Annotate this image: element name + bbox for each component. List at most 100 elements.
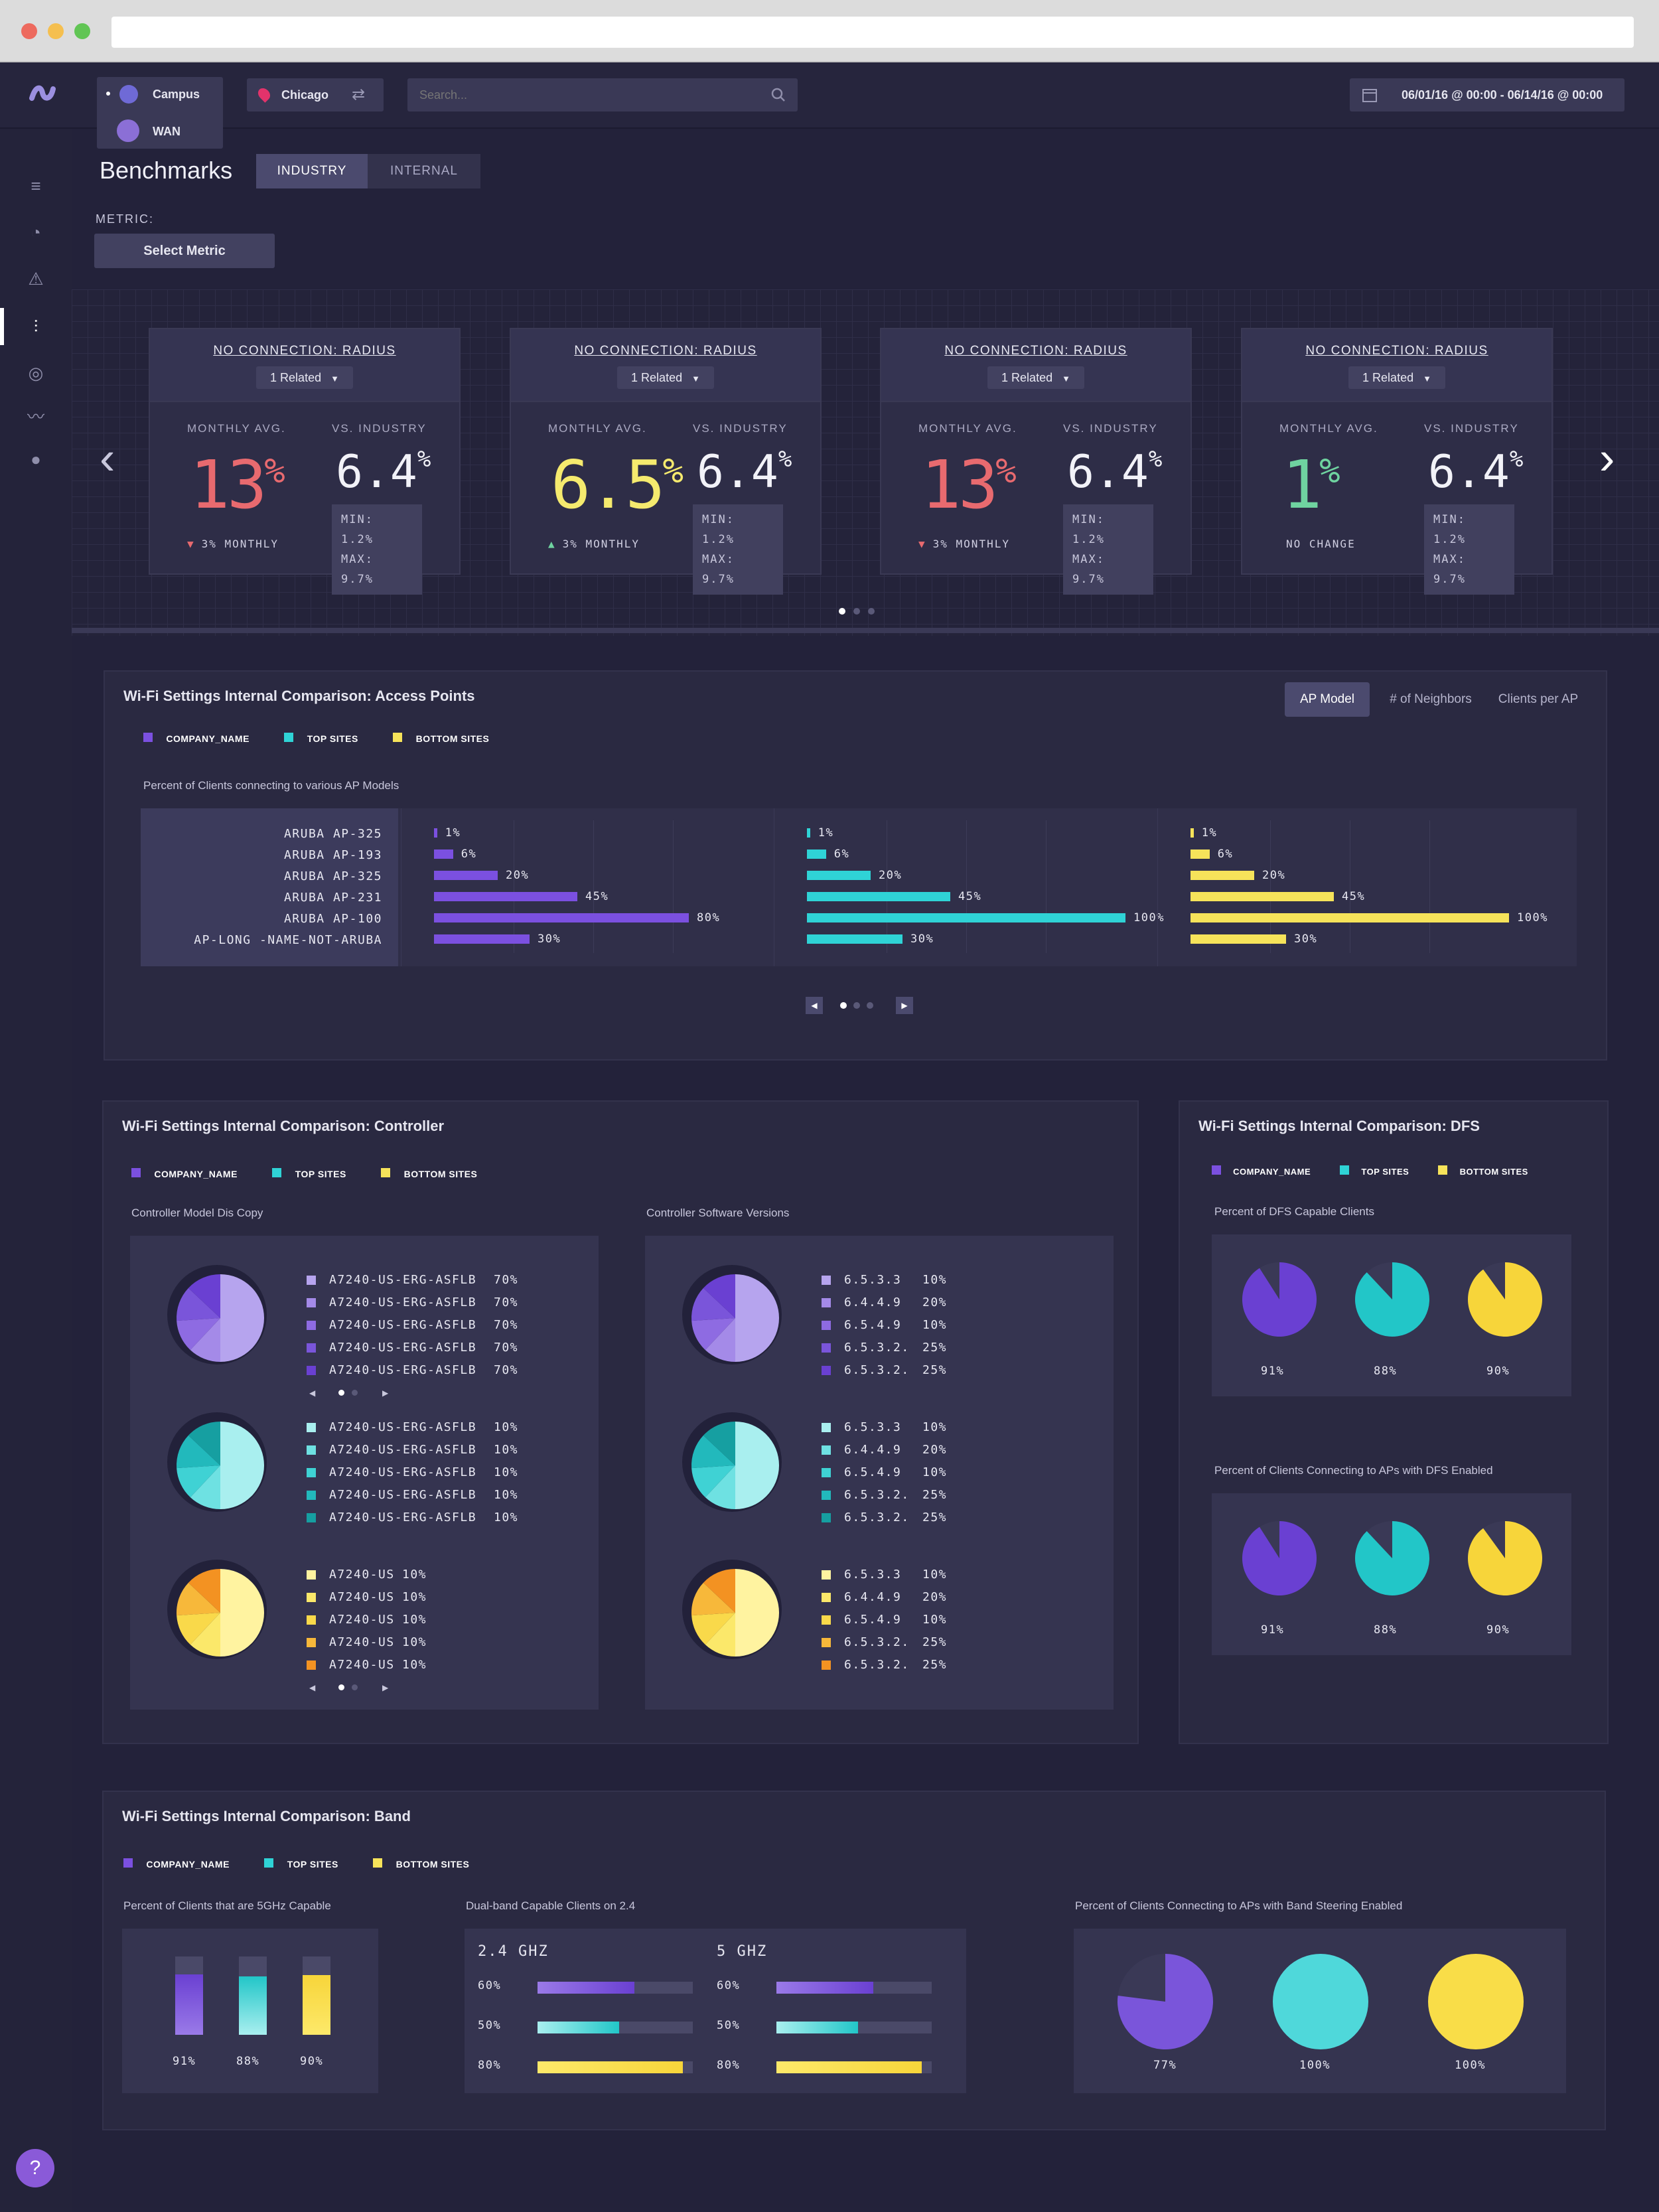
card-title[interactable]: NO CONNECTION: RADIUS [1305, 344, 1488, 358]
band-dual-panel: 2.4 GHZ 5 GHZ 60% 50% 80% 60% 50% 80% [465, 1929, 966, 2093]
dfs-section: Wi-Fi Settings Internal Comparison: DFS … [1179, 1100, 1609, 1744]
legend-top: TOP SITES [307, 733, 358, 744]
tab-clients-per-ap[interactable]: Clients per AP [1498, 692, 1579, 706]
legend-swatch [307, 1513, 316, 1522]
percent-sign: % [264, 451, 285, 491]
scope-item-campus[interactable]: Campus [153, 88, 200, 101]
pager-prev-icon[interactable]: ◀ [309, 1683, 316, 1692]
pager-next-icon[interactable]: ▶ [382, 1683, 389, 1692]
maximize-window-icon[interactable] [74, 23, 90, 39]
ap-bar-label: 45% [1342, 890, 1366, 903]
calendar-icon [1362, 89, 1377, 102]
card-title[interactable]: NO CONNECTION: RADIUS [213, 344, 396, 358]
ap-page-dot[interactable] [867, 1002, 873, 1009]
ap-next-button[interactable]: ▶ [896, 997, 913, 1014]
dual-bar [776, 2022, 858, 2033]
dfs-pie [1242, 1521, 1317, 1595]
sidebar-alert-icon[interactable]: ⚠ [28, 269, 44, 289]
help-icon[interactable]: ? [16, 2149, 54, 2187]
pager-next-icon[interactable]: ▶ [382, 1388, 389, 1398]
search-icon[interactable] [771, 88, 786, 102]
sidebar-trends-icon[interactable]: 〰 [27, 407, 44, 427]
controller-item-label: 6.4.4.9 [844, 1295, 902, 1309]
search-input[interactable] [407, 78, 766, 111]
pager-dot[interactable] [352, 1684, 358, 1690]
date-range-picker[interactable]: 06/01/16 @ 00:00 - 06/14/16 @ 00:00 [1350, 78, 1624, 111]
pie-slice [220, 1274, 264, 1362]
select-metric-button[interactable]: Select Metric [94, 234, 275, 268]
ap-bar-label: 80% [697, 911, 721, 924]
related-dropdown[interactable]: 1 Related ▼ [617, 366, 714, 389]
legend-swatch [307, 1570, 316, 1580]
tab-industry[interactable]: INDUSTRY [256, 154, 368, 188]
minimize-window-icon[interactable] [48, 23, 64, 39]
min-max-box: MIN: 1.2% MAX: 9.7% [332, 504, 422, 595]
metric-card[interactable]: NO CONNECTION: RADIUS 1 Related ▼ MONTHLY A… [149, 328, 461, 595]
ap-bar [807, 828, 810, 838]
carousel-prev-icon[interactable]: ‹ [100, 432, 115, 484]
location-selector[interactable]: Chicago ⇄ [247, 78, 384, 111]
metric-card[interactable]: NO CONNECTION: RADIUS 1 Related ▼ MONTHLY A… [880, 328, 1192, 595]
controller-section: Wi-Fi Settings Internal Comparison: Cont… [102, 1100, 1139, 1744]
pie-slice [190, 1318, 220, 1362]
related-dropdown[interactable]: 1 Related ▼ [1348, 366, 1445, 389]
card-header: NO CONNECTION: RADIUS 1 Related ▼ [1242, 329, 1551, 402]
legend-swatch [822, 1276, 831, 1285]
dual-bar-label: 50% [717, 2019, 741, 2032]
sidebar-user-icon[interactable]: ● [31, 449, 41, 469]
legend-swatch [822, 1660, 831, 1670]
card-title[interactable]: NO CONNECTION: RADIUS [574, 344, 757, 358]
pager-prev-icon[interactable]: ◀ [309, 1388, 316, 1398]
min-max-box: MIN: 1.2% MAX: 9.7% [693, 504, 783, 595]
ap-prev-button[interactable]: ◀ [806, 997, 823, 1014]
scope-item-wan[interactable]: WAN [153, 125, 180, 138]
gridline [966, 820, 967, 953]
logo-icon[interactable] [29, 82, 56, 106]
steering-pie [1428, 1954, 1524, 2049]
sidebar-target-icon[interactable]: ◎ [28, 363, 44, 383]
tab-internal[interactable]: INTERNAL [368, 154, 480, 188]
cards-scrollbar[interactable] [72, 628, 1659, 633]
carousel-dot[interactable] [853, 608, 860, 615]
gridline [673, 820, 674, 953]
sidebar-benchmarks-icon[interactable]: ⫶ [33, 317, 38, 336]
sidebar-menu-icon[interactable]: ≡ [31, 176, 41, 196]
close-window-icon[interactable] [21, 23, 37, 39]
ghz24-label: 2.4 GHZ [478, 1943, 549, 1960]
related-dropdown[interactable]: 1 Related ▼ [256, 366, 353, 389]
related-dropdown[interactable]: 1 Related ▼ [987, 366, 1084, 389]
ap-page-dot-active[interactable] [840, 1002, 847, 1009]
pager-dot-active[interactable] [338, 1390, 344, 1396]
carousel-dot-active[interactable] [839, 608, 845, 615]
swap-icon[interactable]: ⇄ [352, 86, 366, 104]
metric-card[interactable]: NO CONNECTION: RADIUS 1 Related ▼ MONTHLY A… [510, 328, 822, 595]
controller-item-label: 6.5.3.3 [844, 1420, 902, 1434]
pager-dot-active[interactable] [338, 1684, 344, 1690]
pager-dot[interactable] [352, 1390, 358, 1396]
tab-ap-model[interactable]: AP Model [1285, 682, 1370, 717]
card-title[interactable]: NO CONNECTION: RADIUS [944, 344, 1127, 358]
ap-bar [434, 849, 453, 859]
tab-neighbors[interactable]: # of Neighbors [1390, 692, 1472, 706]
metric-card[interactable]: NO CONNECTION: RADIUS 1 Related ▼ MONTHLY A… [1241, 328, 1553, 595]
controller-pie [177, 1422, 264, 1509]
carousel-dot[interactable] [868, 608, 875, 615]
controller-section-title: Wi-Fi Settings Internal Comparison: Cont… [122, 1118, 445, 1134]
address-bar[interactable] [111, 17, 1634, 48]
controller-item-pct: 20% [922, 1295, 948, 1309]
percent-sign: % [1319, 451, 1340, 491]
pie-slice [1428, 1954, 1524, 2049]
dfs-enabled-panel: 91% 88% 90% [1212, 1493, 1571, 1655]
controller-item-label: 6.4.4.9 [844, 1443, 902, 1457]
controller-item-pct: 10% [922, 1273, 948, 1287]
carousel-next-icon[interactable]: › [1599, 432, 1615, 484]
location-label: Chicago [281, 88, 329, 102]
legend-bottom-swatch [381, 1168, 391, 1177]
legend-swatch [307, 1638, 316, 1647]
controller-software-panel: 6.5.3.3 10% 6.4.4.9 20% 6.5.4.9 10% 6.5.3.2. 25… [645, 1236, 1114, 1710]
ap-page-dot[interactable] [853, 1002, 860, 1009]
trend-text: 3% MONTHLY [201, 538, 279, 550]
sidebar-dashboard-icon[interactable]: ◔ [31, 222, 41, 242]
legend-swatch [307, 1423, 316, 1432]
card-header: NO CONNECTION: RADIUS 1 Related ▼ [150, 329, 459, 402]
